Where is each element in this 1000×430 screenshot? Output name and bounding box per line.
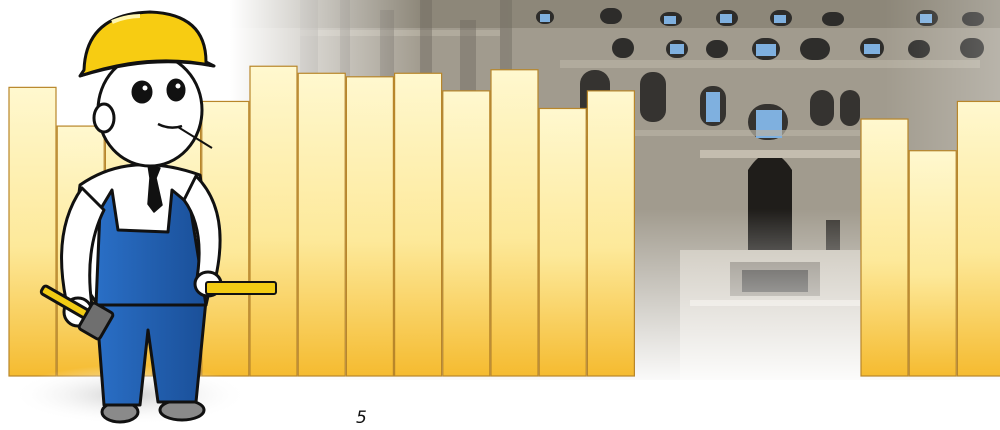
fence-plank — [249, 65, 298, 377]
fence-plank — [8, 86, 57, 377]
fence-plank — [345, 76, 394, 377]
fence-plank — [490, 69, 539, 377]
fence-plank — [538, 107, 587, 377]
fence-plank — [297, 72, 346, 377]
fence-plank — [586, 90, 636, 377]
fence-plank — [956, 100, 1000, 377]
fence-right — [860, 100, 1000, 377]
construction-worker-icon — [39, 10, 277, 424]
fence-plank — [394, 72, 443, 377]
page-number: 5 — [356, 408, 367, 428]
fence-plank — [908, 150, 957, 377]
fence-plank — [860, 118, 909, 377]
fence-plank — [442, 90, 491, 377]
